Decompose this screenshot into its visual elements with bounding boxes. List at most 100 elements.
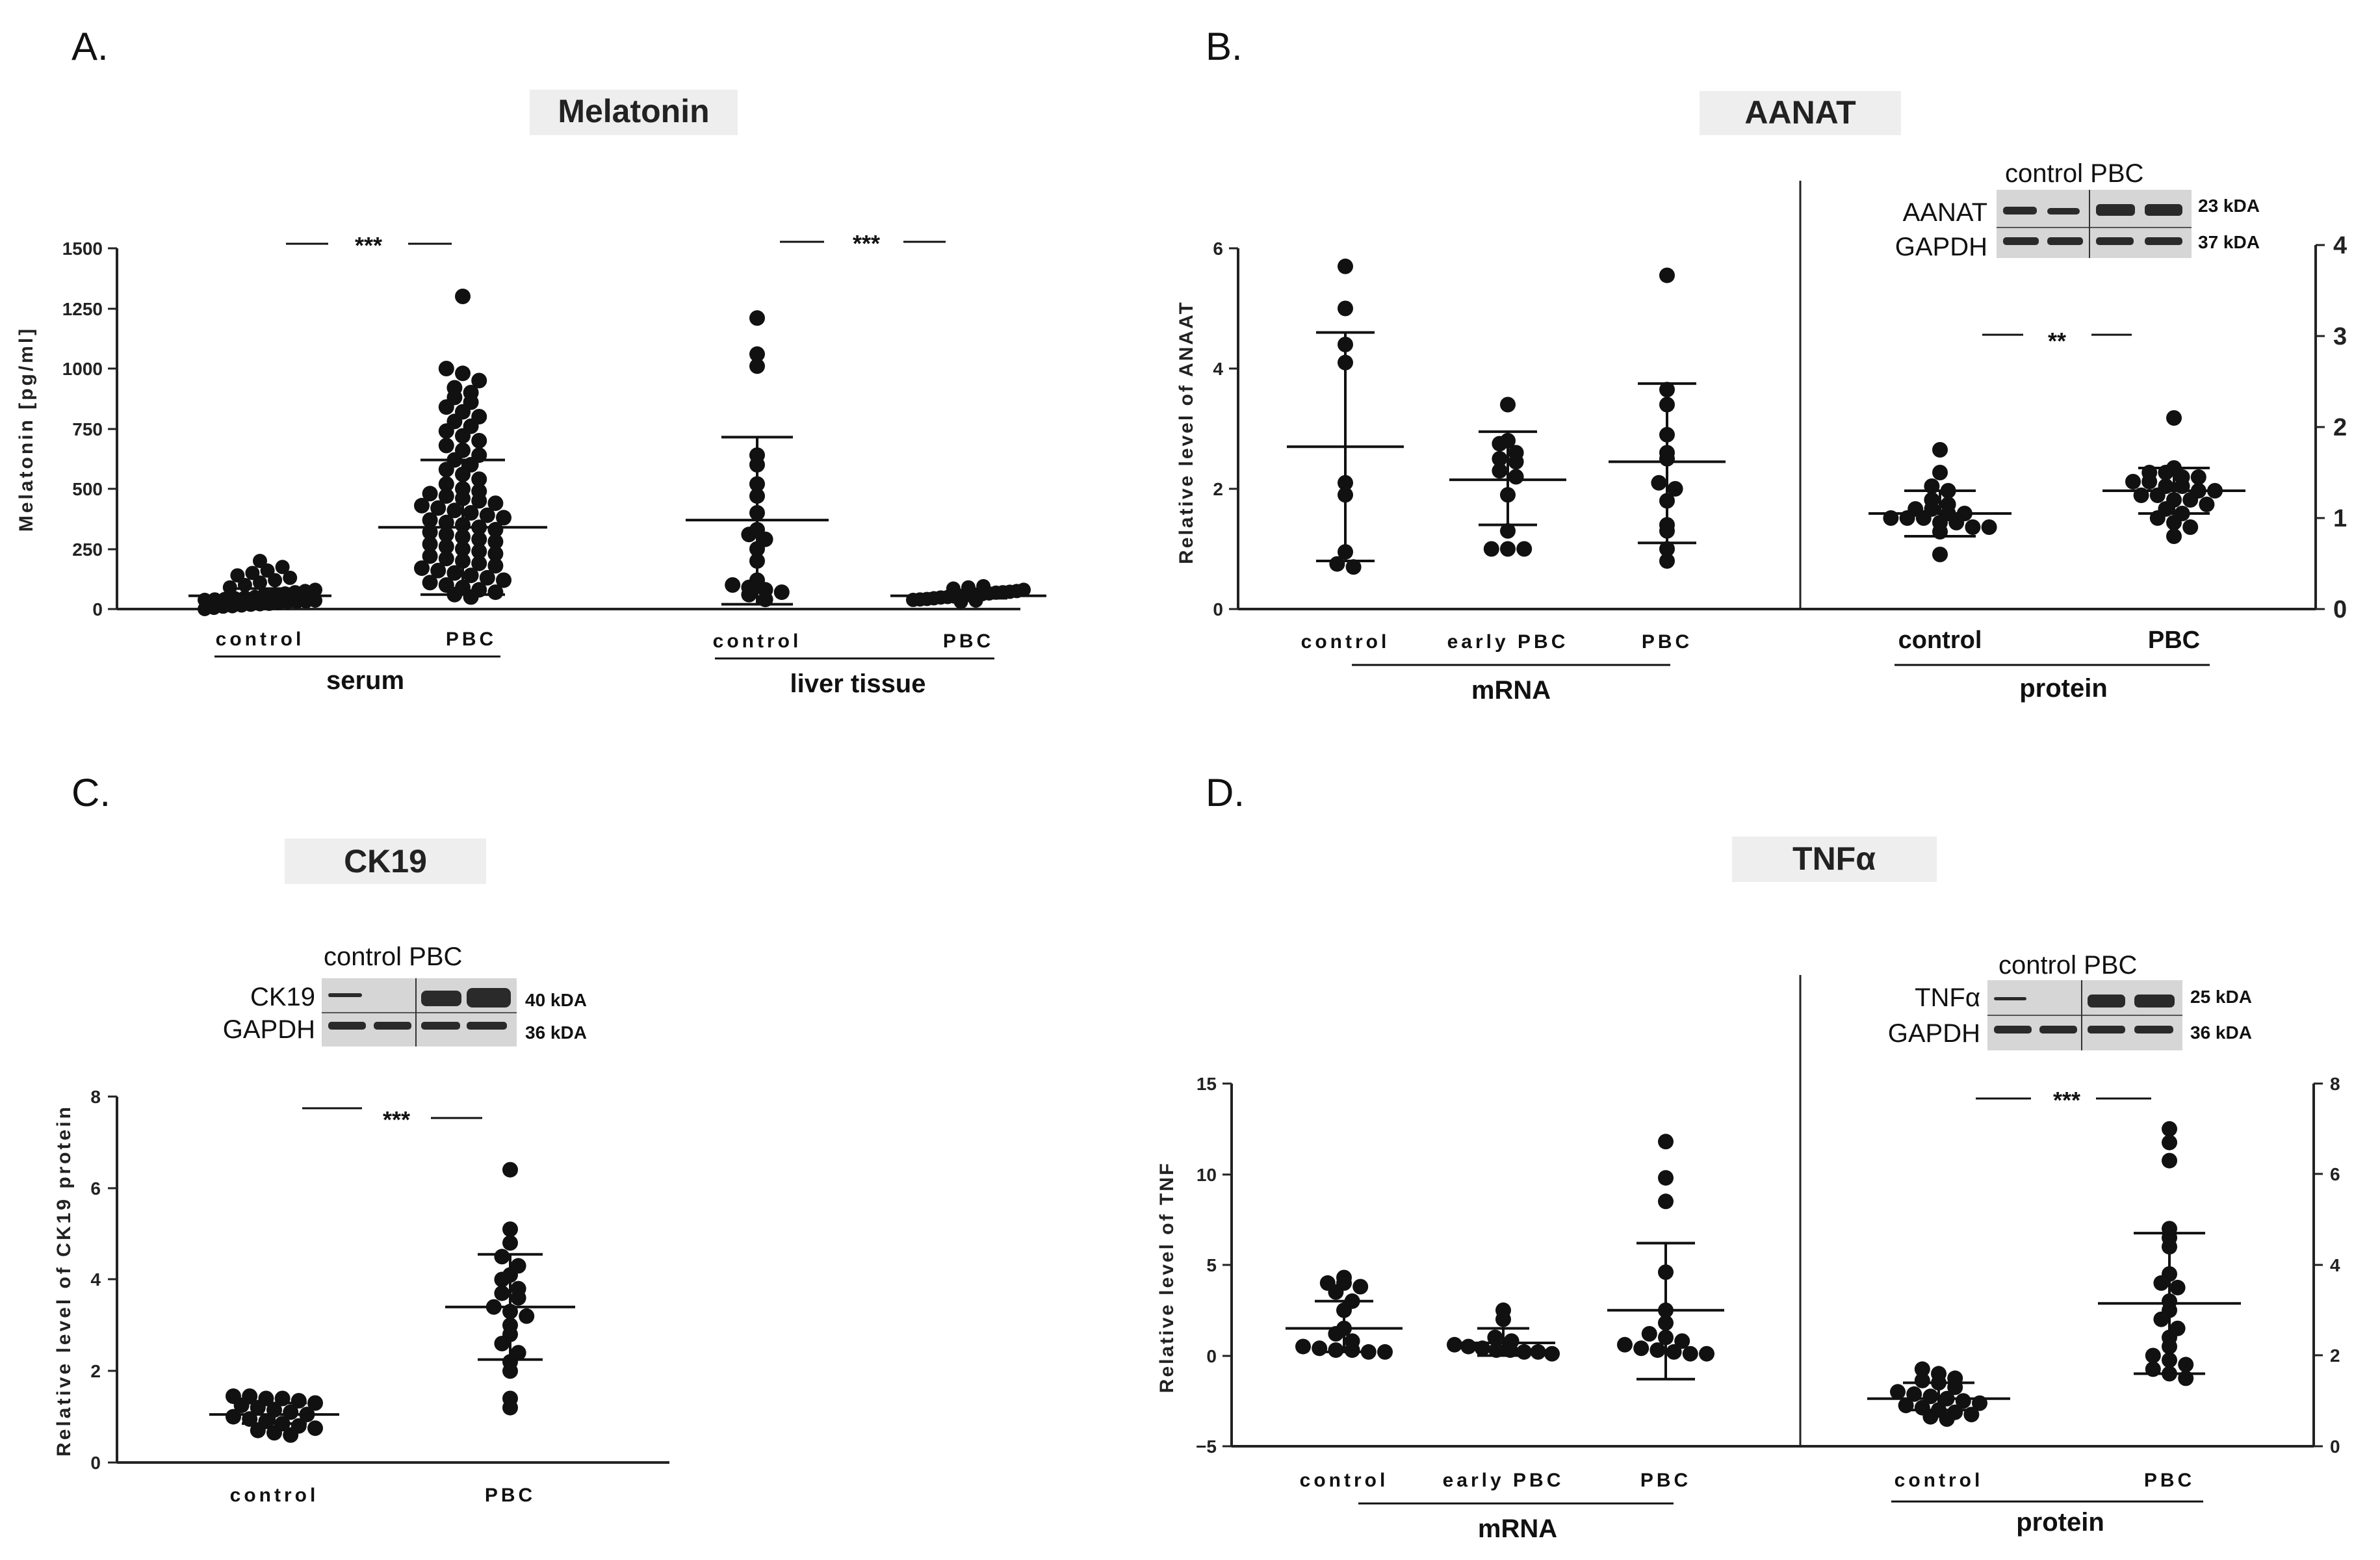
panel-a: A. Melatonin 0 250 500 750 1000 1250 150… [16, 25, 1046, 698]
panel-b-group-label: mRNA [1471, 676, 1551, 705]
data-point [487, 521, 504, 538]
panel-c-blot: control PBC CK19 GAPDH 40 kDA 36 kDA [223, 942, 587, 1046]
panel-b-x-cat: control [1898, 627, 1982, 654]
data-point [438, 399, 454, 415]
y-tick-label: 4 [90, 1269, 101, 1290]
panel-d-group-label: protein [2016, 1508, 2104, 1537]
data-point [446, 502, 463, 519]
data-point [1377, 1344, 1393, 1360]
panel-b-y-label: Relative level of ANAAT [1176, 300, 1197, 564]
data-point [260, 563, 275, 578]
data-point [1483, 541, 1499, 557]
panel-b-plot-area [1287, 258, 2245, 575]
data-point [438, 476, 454, 492]
data-point [1666, 1344, 1682, 1360]
panel-d-right-ticks: 0 2 4 6 8 [2314, 1074, 2340, 1457]
y-tick-label: 4 [2333, 232, 2347, 259]
panel-b-title: AANAT [1744, 94, 1856, 131]
data-point [1460, 1338, 1477, 1355]
data-point [502, 1399, 518, 1416]
data-point [741, 526, 757, 543]
panel-c-x-cat: control [230, 1485, 319, 1506]
data-point [438, 526, 454, 543]
data-point [2162, 1152, 2177, 1169]
data-point [471, 433, 487, 448]
data-point [496, 510, 511, 526]
data-point [487, 534, 504, 550]
panel-a-group-label: liver tissue [790, 670, 925, 698]
series-PBC [445, 1162, 575, 1416]
series-mRNA-early-PBC [1447, 1302, 1560, 1362]
blot-band [2047, 208, 2080, 214]
data-point [463, 505, 479, 521]
series-mRNA-PBC [1607, 1134, 1724, 1381]
series-mRNA-control [1286, 1269, 1403, 1360]
panel-d-letter: D. [1206, 771, 1245, 814]
blot-band [2088, 994, 2125, 1008]
data-point [291, 1393, 307, 1409]
data-point [250, 1422, 266, 1438]
data-point [414, 497, 430, 514]
blot-band [328, 993, 362, 997]
series-control [209, 1388, 339, 1443]
data-point [438, 551, 454, 567]
blot-band [467, 988, 511, 1008]
data-point [1016, 582, 1031, 597]
data-point [1447, 1336, 1462, 1353]
data-point [268, 573, 283, 588]
data-point [471, 471, 487, 488]
data-point [2166, 515, 2182, 530]
blot-band [2145, 204, 2182, 216]
y-tick-label: 0 [2333, 596, 2347, 623]
data-point [1344, 1342, 1360, 1358]
data-point [494, 1271, 510, 1288]
series-protein-PBC [2098, 1121, 2241, 1386]
data-point [422, 536, 438, 552]
series-serum-control [188, 554, 331, 616]
blot-band [2003, 207, 2037, 214]
data-point [308, 582, 322, 597]
y-tick-label: 250 [72, 540, 103, 560]
data-point [438, 488, 454, 504]
panel-d-x-cat: control [1300, 1470, 1389, 1491]
data-point [1352, 1279, 1369, 1295]
data-point [494, 1285, 510, 1301]
data-point [471, 372, 487, 389]
data-point [741, 586, 757, 603]
panel-b-letter: B. [1206, 25, 1243, 68]
blot-row-label: GAPDH [223, 1015, 315, 1044]
blot-kda: 25 kDA [2190, 987, 2252, 1007]
data-point [1328, 1342, 1344, 1358]
blot-kda: 36 kDA [525, 1022, 587, 1043]
data-point [1939, 1411, 1955, 1427]
panel-a-x-cat: PBC [446, 629, 497, 650]
data-point [487, 558, 504, 574]
data-point [749, 346, 765, 362]
data-point [414, 560, 430, 577]
data-point [1516, 541, 1533, 557]
data-point [725, 577, 741, 593]
blot-band [467, 1022, 507, 1030]
data-point [1295, 1338, 1311, 1355]
data-point [496, 572, 511, 588]
y-tick-label: 0 [92, 599, 103, 619]
panel-b-x-cat: early PBC [1447, 631, 1569, 653]
data-point [749, 358, 765, 374]
data-point [307, 1420, 323, 1436]
data-point [1659, 267, 1675, 283]
data-point [494, 1249, 510, 1265]
data-point [446, 565, 463, 581]
data-point [1328, 1284, 1344, 1300]
data-point [479, 507, 495, 523]
data-point [510, 1290, 526, 1306]
y-tick-label: 8 [2330, 1074, 2340, 1094]
data-point [283, 1404, 299, 1420]
panel-a-x-cat: control [713, 630, 802, 652]
panel-d-title: TNFα [1792, 840, 1876, 877]
y-tick-label: 15 [1196, 1074, 1217, 1094]
y-tick-label: 6 [90, 1178, 101, 1199]
data-point [1488, 1342, 1505, 1358]
panel-d-group-label: mRNA [1478, 1514, 1557, 1543]
panel-d-x-cat: early PBC [1443, 1470, 1564, 1491]
